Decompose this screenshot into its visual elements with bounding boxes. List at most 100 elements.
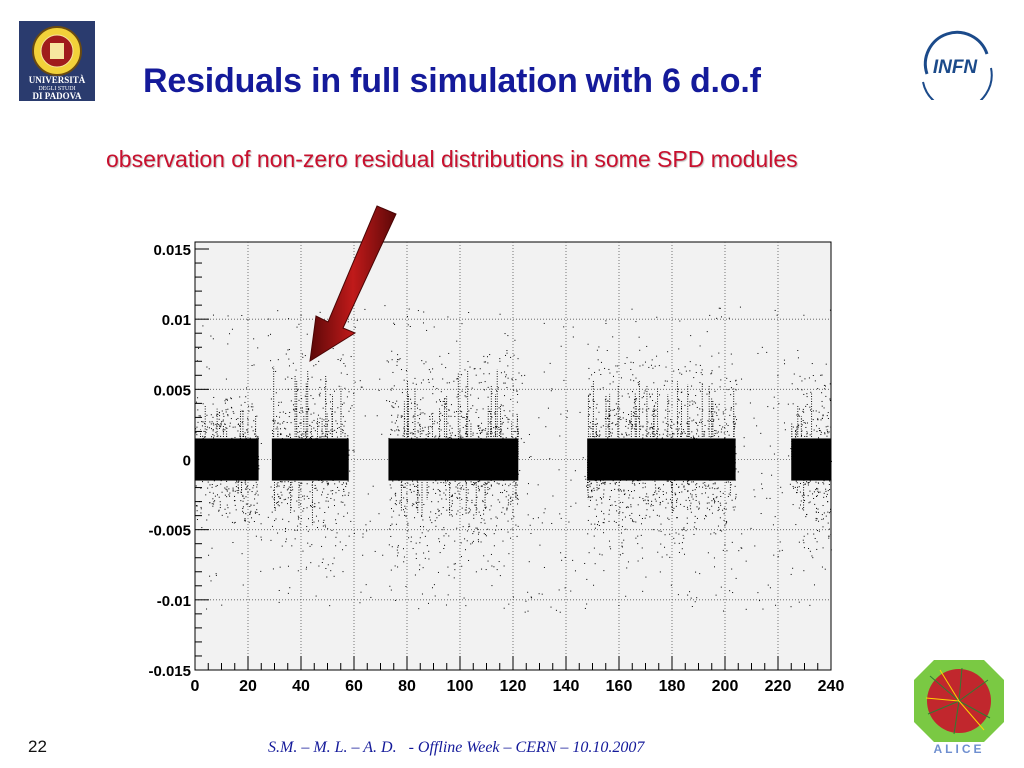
residual-point	[231, 454, 233, 456]
residual-point	[703, 434, 705, 436]
residual-point	[326, 475, 328, 477]
residual-point	[490, 464, 492, 466]
residual-point	[420, 412, 422, 414]
residual-point	[440, 438, 442, 440]
residual-point	[680, 442, 682, 444]
residual-point	[829, 398, 831, 400]
residual-point	[457, 490, 459, 492]
residual-point	[607, 426, 609, 428]
residual-point	[212, 446, 214, 448]
residual-point	[292, 404, 294, 406]
residual-point	[297, 525, 299, 527]
residual-point	[713, 461, 715, 463]
residual-point	[352, 449, 354, 451]
residual-point	[479, 432, 481, 434]
residual-point	[511, 445, 513, 447]
residual-point	[309, 425, 311, 427]
residual-point	[487, 560, 489, 562]
residual-point	[514, 339, 516, 341]
residual-point	[222, 463, 224, 465]
residual-point	[694, 460, 696, 462]
residual-point	[511, 528, 513, 530]
residual-point	[816, 440, 818, 442]
residual-point	[830, 460, 832, 462]
residual-point	[344, 465, 346, 467]
residual-point	[816, 495, 818, 497]
residual-point	[615, 424, 617, 426]
residual-point	[590, 496, 592, 498]
residual-point	[271, 496, 273, 498]
residual-point	[485, 506, 487, 508]
residual-point	[716, 415, 718, 417]
residual-point	[506, 491, 508, 493]
residual-point	[390, 448, 392, 450]
residual-point	[739, 306, 741, 308]
residual-point	[644, 472, 646, 474]
residual-point	[731, 499, 733, 501]
residual-point	[196, 478, 198, 480]
residual-point	[454, 569, 456, 571]
residual-point	[294, 469, 296, 471]
residual-point	[478, 446, 480, 448]
residual-point	[437, 473, 439, 475]
residual-point	[683, 442, 685, 444]
residual-point	[717, 525, 719, 527]
residual-point	[440, 467, 442, 469]
residual-point	[344, 433, 346, 435]
residual-point	[489, 478, 491, 480]
residual-point	[700, 419, 702, 421]
residual-point	[325, 403, 327, 405]
residual-point	[207, 451, 209, 453]
residual-point	[216, 414, 218, 416]
residual-point	[627, 450, 629, 452]
residual-point	[226, 469, 228, 471]
residual-point	[640, 448, 642, 450]
residual-point	[610, 435, 612, 437]
residual-point	[801, 460, 803, 462]
residual-point	[602, 387, 604, 389]
residual-point	[634, 448, 636, 450]
residual-point	[396, 445, 398, 447]
residual-point	[391, 405, 393, 407]
residual-point	[246, 486, 248, 488]
residual-point	[728, 440, 730, 442]
residual-point	[644, 499, 646, 501]
residual-point	[698, 508, 700, 510]
residual-point	[669, 473, 671, 475]
residual-point	[703, 468, 705, 470]
residual-point	[439, 449, 441, 451]
residual-point	[415, 502, 417, 504]
residual-point	[218, 427, 220, 429]
residual-point	[330, 570, 332, 572]
residual-point	[663, 473, 665, 475]
residual-point	[324, 456, 326, 458]
residual-point	[333, 467, 335, 469]
residual-point	[451, 432, 453, 434]
residual-point	[608, 509, 610, 511]
residual-point	[726, 431, 728, 433]
residual-point	[230, 406, 232, 408]
residual-point	[220, 450, 222, 452]
residual-point	[666, 554, 668, 556]
residual-point	[322, 525, 324, 527]
residual-point	[393, 385, 395, 387]
residual-point	[632, 480, 634, 482]
residual-point	[623, 454, 625, 456]
residual-point	[329, 432, 331, 434]
residual-point	[464, 460, 466, 462]
residual-point	[289, 434, 291, 436]
residual-point	[305, 566, 307, 568]
residual-point	[309, 449, 311, 451]
residual-point	[453, 475, 455, 477]
residual-point	[234, 439, 236, 441]
residual-point	[570, 505, 572, 507]
residual-point	[561, 559, 563, 561]
residual-point	[351, 405, 353, 407]
residual-point	[251, 453, 253, 455]
residual-point	[206, 426, 208, 428]
residual-point	[459, 452, 461, 454]
residual-point	[514, 462, 516, 464]
residual-point	[655, 471, 657, 473]
x-tick-label: 220	[765, 678, 792, 695]
residual-point	[817, 490, 819, 492]
